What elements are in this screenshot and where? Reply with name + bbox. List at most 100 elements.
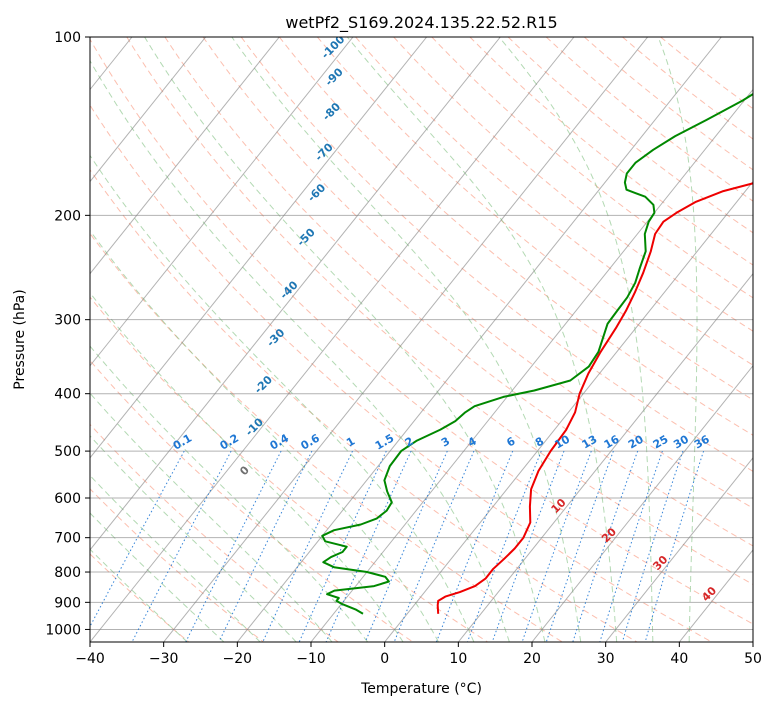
dry-adiabat-line <box>355 37 753 366</box>
y-tick-label: 100 <box>54 30 81 46</box>
mixing-ratio-line <box>644 450 705 642</box>
x-tick-label: 0 <box>380 651 389 667</box>
mixing-ratio-label: 0.6 <box>298 431 322 452</box>
y-tick-label: 700 <box>54 531 81 547</box>
dry-adiabat-line <box>240 37 753 472</box>
y-tick-label: 600 <box>54 491 81 507</box>
x-tick-label: −30 <box>149 651 179 667</box>
dry-adiabat-line <box>126 37 753 585</box>
mixing-ratio-label: 25 <box>651 433 671 452</box>
y-axis: 100 200 300 400 500 600 700 800 900 1000 <box>45 30 90 638</box>
isotherm-line <box>163 37 649 642</box>
mixing-ratio-label: 0.4 <box>268 431 292 452</box>
dewpoint-line <box>321 92 753 615</box>
isotherm-label: 40 <box>699 584 719 604</box>
isotherm-line <box>0 37 58 642</box>
moist-adiabat-label: -10 <box>243 415 266 438</box>
isotherm-line <box>90 37 501 551</box>
y-tick-label: 900 <box>54 595 81 611</box>
y-axis-label: Pressure (hPa) <box>12 289 28 389</box>
isotherm-line <box>752 641 753 642</box>
isotherm-line <box>236 37 722 642</box>
dry-adiabat-line <box>90 296 488 642</box>
mixing-ratio-line <box>262 450 353 642</box>
x-tick-label: 50 <box>744 651 762 667</box>
x-tick-label: −40 <box>75 651 105 667</box>
x-tick-label: 30 <box>597 651 615 667</box>
mixing-ratio-label: 6 <box>504 434 517 449</box>
y-tick-label: 300 <box>54 313 81 329</box>
mixing-ratio-line <box>599 450 663 642</box>
moist-adiabat-line <box>498 37 654 642</box>
y-tick-label: 200 <box>54 208 81 224</box>
mixing-ratio-line <box>621 450 684 642</box>
moist-adiabat-line <box>90 229 439 642</box>
moist-adiabat-line <box>231 37 582 642</box>
moist-adiabat-label: 0 <box>237 463 252 478</box>
dry-adiabat-line <box>622 37 753 140</box>
isotherm-label: 20 <box>599 525 619 545</box>
y-tick-label: 1000 <box>45 622 81 638</box>
chart-title: wetPf2_S169.2024.135.22.52.R15 <box>285 13 557 33</box>
moist-adiabat-label: -30 <box>264 326 287 349</box>
x-axis: −40 −30 −20 −10 0 10 20 30 40 50 <box>75 642 762 667</box>
mixing-ratio-line <box>90 450 185 628</box>
dry-adiabat-line <box>90 553 190 642</box>
dry-adiabat-line <box>90 104 712 642</box>
moist-adiabat-line <box>90 548 188 642</box>
dry-adiabat-line <box>90 168 638 642</box>
mixing-ratio-label: 1 <box>344 435 357 450</box>
mixing-ratio-label: 20 <box>626 432 646 451</box>
plot-frame <box>89 36 754 643</box>
mixing-ratio-line <box>393 450 475 642</box>
x-axis-label: Temperature (°C) <box>360 681 482 697</box>
mixing-ratio-line <box>435 450 514 642</box>
mixing-ratio-line <box>545 450 614 642</box>
mixing-ratio-line <box>325 450 412 642</box>
moist-adiabat-label: -50 <box>295 226 318 249</box>
mixing-ratio-label: 4 <box>466 434 479 449</box>
dry-adiabat-line <box>317 37 753 401</box>
x-tick-label: −20 <box>223 651 253 667</box>
dry-adiabat-line <box>393 37 753 332</box>
isotherm-label: 10 <box>549 496 569 516</box>
mixing-ratio-line <box>521 450 592 642</box>
isotherm-line <box>531 364 753 642</box>
dry-adiabat-line <box>507 37 753 234</box>
moist-adiabat-line <box>90 292 404 642</box>
isotherm-line <box>310 88 753 642</box>
y-tick-label: 500 <box>54 444 81 460</box>
dry-adiabat-line <box>278 37 753 436</box>
mixing-ratio-label: 30 <box>671 432 691 451</box>
series-layer <box>321 92 753 615</box>
dry-adiabat-line <box>164 37 753 547</box>
x-tick-label: −10 <box>296 651 326 667</box>
mixing-ratio-line <box>185 450 282 642</box>
dry-adiabat-line <box>90 423 339 642</box>
x-tick-label: 10 <box>449 651 467 667</box>
mixing-ratio-label: 10 <box>552 432 572 451</box>
y-tick-label: 400 <box>54 387 81 403</box>
isotherm-line <box>384 180 753 642</box>
mixing-ratio-line <box>364 450 448 642</box>
moist-adiabat-line <box>657 37 698 642</box>
moist-adiabat-line <box>90 512 225 642</box>
dry-adiabat-line <box>583 37 753 171</box>
moist-adiabat-line <box>90 59 510 642</box>
isotherm-line <box>90 37 428 459</box>
isotherm-line <box>90 37 354 367</box>
moist-adiabat-line <box>90 154 475 642</box>
isotherm-line <box>90 37 207 183</box>
isotherm-line <box>90 37 575 642</box>
moist-adiabat-label: -40 <box>277 278 300 301</box>
mixing-ratio-label: 13 <box>580 433 600 452</box>
isotherm-line <box>90 37 280 275</box>
dry-adiabat-line <box>202 37 753 509</box>
mixing-ratio-label: 0.2 <box>218 432 241 453</box>
moist-adiabat-line <box>346 37 618 642</box>
moist-adiabat-line <box>144 37 546 642</box>
mixing-ratio-line <box>572 450 639 642</box>
isotherm-line <box>457 272 753 642</box>
mixing-ratio-label: 3 <box>439 435 452 450</box>
